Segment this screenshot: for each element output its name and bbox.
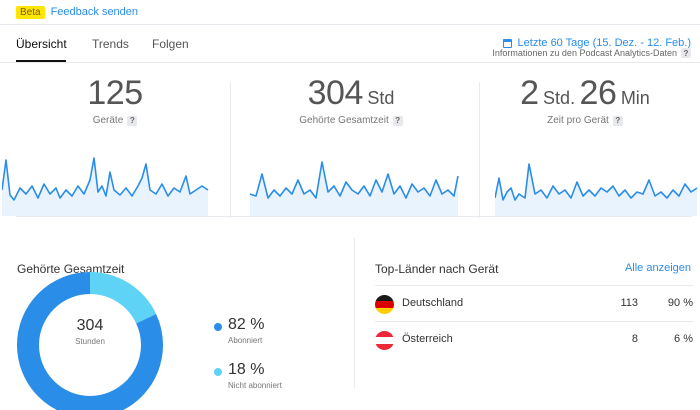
tab-trends[interactable]: Trends <box>92 37 129 51</box>
legend-unsubscribed-percent: 18 % <box>228 361 265 378</box>
metric-total-time-label: Gehörte Gesamtzeit <box>299 115 389 126</box>
date-range-label: Letzte 60 Tage (15. Dez. - 12. Feb.) <box>517 37 691 49</box>
analytics-info-label: Informationen zu den Podcast Analytics-D… <box>492 48 677 58</box>
metric-devices-label: Geräte <box>92 115 124 126</box>
metric-hours-unit: Std. <box>543 88 576 108</box>
divider <box>479 82 480 218</box>
metric-minutes-unit: Min <box>620 88 650 108</box>
metric-total-time: 304 Std Gehörte Gesamtzeit ? <box>236 74 466 126</box>
help-icon[interactable]: ? <box>127 115 138 126</box>
metric-time-per-device-label-row: Zeit pro Gerät ? <box>470 115 700 126</box>
country-name: Deutschland <box>402 297 464 309</box>
analytics-info[interactable]: Informationen zu den Podcast Analytics-D… <box>492 48 691 58</box>
metric-total-time-label-row: Gehörte Gesamtzeit ? <box>236 115 466 126</box>
metric-time-per-device: 2 Std. 26 Min Zeit pro Gerät ? <box>470 74 700 126</box>
metric-minutes-value: 26 <box>579 74 617 112</box>
legend-unsubscribed-label: Nicht abonniert <box>228 381 282 390</box>
country-percent: 90 % <box>667 297 693 309</box>
analytics-card: Übersicht Trends Folgen Letzte 60 Tage (… <box>0 24 700 410</box>
metric-time-per-device-label: Zeit pro Gerät <box>547 115 609 126</box>
metric-devices-label-row: Geräte ? <box>0 115 230 126</box>
tab-episodes[interactable]: Folgen <box>152 37 189 51</box>
help-icon[interactable]: ? <box>392 115 403 126</box>
tab-bar: Übersicht Trends Folgen Letzte 60 Tage (… <box>0 25 700 63</box>
countries-title: Top-Länder nach Gerät <box>375 262 499 276</box>
country-name: Österreich <box>402 333 453 345</box>
legend-dot-subscribed <box>214 323 222 331</box>
show-all-link[interactable]: Alle anzeigen <box>624 262 691 274</box>
donut-center-value: 304 <box>76 317 104 334</box>
help-icon[interactable]: ? <box>612 115 623 126</box>
country-count: 8 <box>631 333 638 345</box>
flag-austria-icon <box>375 331 394 350</box>
sparkline-devices <box>2 157 209 216</box>
tab-overview[interactable]: Übersicht <box>16 37 67 51</box>
active-tab-indicator <box>16 60 66 62</box>
metric-devices-value: 125 <box>87 74 143 112</box>
donut-center-label: Stunden <box>75 337 105 346</box>
country-row: Österreich 8 6 % <box>375 321 693 357</box>
sparkline-time-per-device <box>495 163 698 216</box>
donut-center: 304 Stunden <box>13 317 167 346</box>
calendar-icon <box>502 38 512 48</box>
listening-donut-chart <box>17 272 163 410</box>
flag-germany-icon <box>375 295 394 314</box>
sparkline-total-time <box>250 161 459 216</box>
country-count: 113 <box>620 297 638 309</box>
legend-subscribed-percent: 82 % <box>228 316 265 333</box>
help-icon: ? <box>681 48 691 58</box>
beta-badge: Beta <box>16 5 45 19</box>
section-divider <box>16 216 692 217</box>
donut-segment-unsubscribed <box>17 272 163 410</box>
metric-hours-value: 2 <box>520 74 539 112</box>
country-percent: 6 % <box>674 333 693 345</box>
metric-total-time-unit: Std <box>367 88 395 108</box>
country-row: Deutschland 113 90 % <box>375 285 693 321</box>
legend-subscribed-label: Abonniert <box>228 336 263 345</box>
metric-devices: 125 Geräte ? <box>0 74 230 126</box>
divider <box>230 82 231 218</box>
divider <box>354 238 355 388</box>
date-range-selector[interactable]: Letzte 60 Tage (15. Dez. - 12. Feb.) <box>502 37 691 49</box>
legend-dot-unsubscribed <box>214 368 222 376</box>
feedback-link[interactable]: Feedback senden <box>50 6 139 18</box>
metric-total-time-value: 304 <box>307 74 364 112</box>
top-bar: Beta Feedback senden <box>0 0 700 24</box>
